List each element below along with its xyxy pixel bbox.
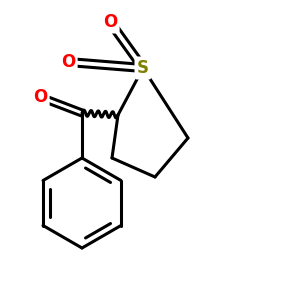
Text: S: S xyxy=(137,59,149,77)
Text: O: O xyxy=(61,53,75,71)
Text: O: O xyxy=(103,13,117,31)
Text: O: O xyxy=(33,88,47,106)
